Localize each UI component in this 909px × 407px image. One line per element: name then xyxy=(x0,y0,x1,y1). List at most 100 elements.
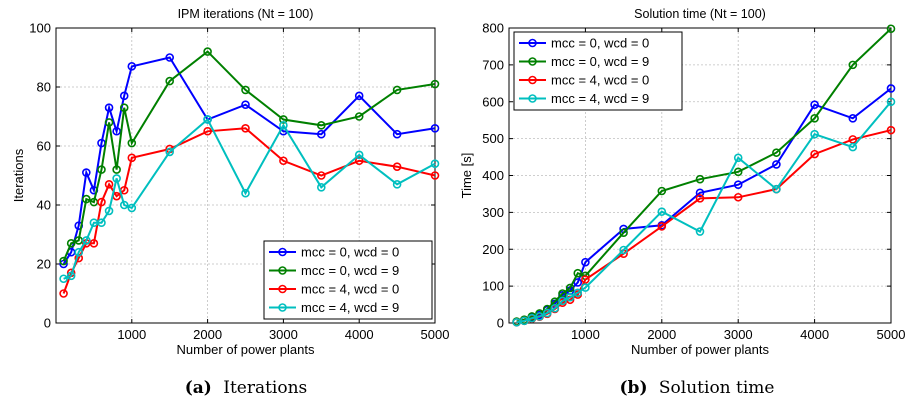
x-tick-label: 5000 xyxy=(877,327,906,342)
legend-entry: mcc = 0, wcd = 0 xyxy=(301,245,399,260)
data-point xyxy=(165,53,174,62)
x-axis-label: Number of power plants xyxy=(631,342,770,357)
caption-a-tag: (a) xyxy=(185,378,212,398)
data-point xyxy=(354,112,364,121)
data-point xyxy=(535,312,544,321)
data-point xyxy=(430,159,440,168)
data-point xyxy=(392,180,402,189)
data-point xyxy=(772,148,781,157)
data-point xyxy=(112,126,121,136)
legend-swatch-marker xyxy=(528,38,537,48)
data-point xyxy=(112,165,121,174)
x-tick-label: 1000 xyxy=(571,327,600,342)
series-4 xyxy=(512,97,896,327)
caption-a: (a) Iterations xyxy=(185,378,308,398)
data-point xyxy=(733,153,743,163)
data-point xyxy=(657,207,667,216)
data-point xyxy=(316,183,326,192)
data-point xyxy=(316,171,326,180)
data-point xyxy=(241,85,250,95)
chart-1: 1000 2000 3000 4000 5000 0 20 40 60 80 100 IPM iter… xyxy=(11,7,449,357)
caption-b-text: Solution time xyxy=(659,378,775,398)
chart-title: Solution time (Nt = 100) xyxy=(634,7,766,21)
data-point xyxy=(581,257,590,267)
data-point xyxy=(430,124,440,133)
data-point xyxy=(127,203,137,213)
data-point xyxy=(119,91,129,101)
data-point xyxy=(573,268,583,278)
data-point xyxy=(430,171,440,180)
data-point xyxy=(542,308,552,318)
data-point xyxy=(241,100,250,109)
data-point xyxy=(550,303,560,313)
data-point xyxy=(392,85,402,95)
legend-entry: mcc = 0, wcd = 0 xyxy=(551,36,649,51)
data-point xyxy=(119,200,129,210)
data-point xyxy=(848,114,858,123)
data-point xyxy=(354,156,364,166)
data-point xyxy=(733,180,743,190)
x-tick-label: 4000 xyxy=(800,327,829,342)
data-point xyxy=(316,129,326,139)
series-line xyxy=(62,56,436,265)
y-tick-label: 0 xyxy=(44,316,51,331)
data-point xyxy=(66,271,76,281)
data-point xyxy=(127,62,137,71)
data-point xyxy=(810,100,819,109)
data-point xyxy=(165,147,174,157)
caption-b-tag: (b) xyxy=(620,378,648,398)
data-point xyxy=(772,160,781,169)
data-point xyxy=(733,167,743,177)
y-tick-label: 700 xyxy=(482,57,504,72)
data-point xyxy=(59,274,68,284)
x-tick-label: 3000 xyxy=(724,327,753,342)
legend-swatch-marker xyxy=(278,266,287,275)
series-line xyxy=(516,101,892,324)
data-point xyxy=(886,24,896,34)
legend-swatch-marker xyxy=(528,75,537,85)
data-point xyxy=(886,125,896,135)
data-point xyxy=(104,118,114,127)
data-point xyxy=(657,186,667,196)
chart-2: 1000 2000 3000 4000 5000 0 100 200 300 400 500 600 7… xyxy=(459,7,905,357)
x-tick-label: 2000 xyxy=(647,327,676,342)
legend-box xyxy=(513,31,683,111)
data-point xyxy=(565,292,575,302)
data-point xyxy=(619,245,628,255)
data-point xyxy=(581,275,590,284)
data-point xyxy=(810,129,819,139)
data-point xyxy=(279,115,288,124)
y-tick-label: 200 xyxy=(482,242,504,257)
legend-entry: mcc = 0, wcd = 9 xyxy=(551,54,649,69)
y-tick-label: 600 xyxy=(482,94,504,109)
legend-swatch-marker xyxy=(278,303,287,312)
data-point xyxy=(519,316,529,326)
x-tick-label: 5000 xyxy=(421,327,450,342)
data-point xyxy=(848,142,858,152)
caption-a-text: Iterations xyxy=(223,378,307,398)
y-axis-label: Time [s] xyxy=(459,153,474,199)
x-tick-label: 3000 xyxy=(269,327,298,342)
x-tick-label: 4000 xyxy=(345,327,374,342)
legend-swatch-marker xyxy=(528,94,537,103)
data-point xyxy=(565,283,575,293)
data-point xyxy=(203,126,212,136)
data-point xyxy=(392,162,402,171)
data-point xyxy=(82,236,91,245)
data-point xyxy=(241,188,250,198)
chart-title: IPM iterations (Nt = 100) xyxy=(178,7,314,21)
data-point xyxy=(558,296,567,306)
y-tick-label: 80 xyxy=(37,80,51,95)
data-point xyxy=(695,174,705,184)
data-point xyxy=(316,121,326,130)
data-point xyxy=(619,228,628,237)
data-point xyxy=(279,121,288,130)
data-point xyxy=(810,149,819,159)
data-point xyxy=(581,283,590,292)
data-point xyxy=(657,222,667,231)
y-tick-label: 20 xyxy=(37,257,51,272)
data-point xyxy=(810,114,819,123)
data-point xyxy=(695,194,705,203)
